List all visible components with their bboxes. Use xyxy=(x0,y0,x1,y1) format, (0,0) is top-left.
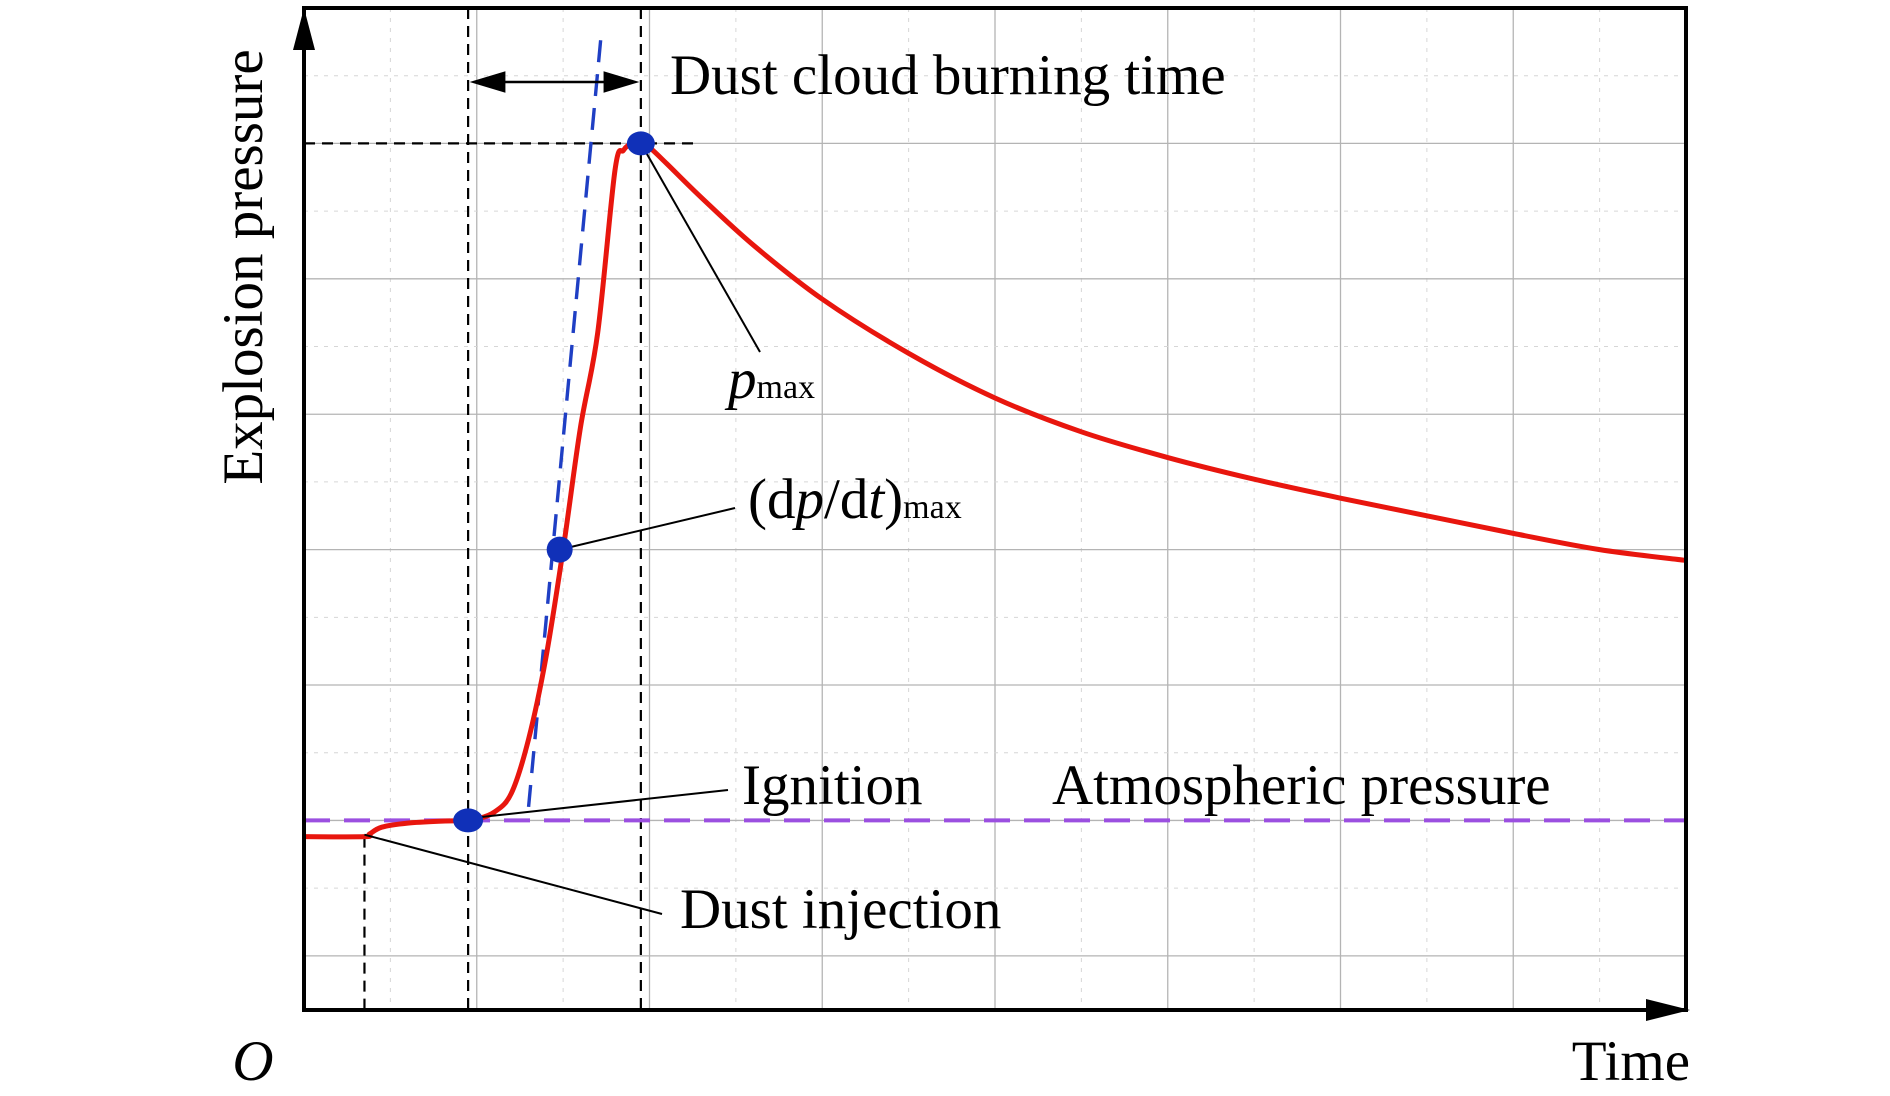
dust-injection-leader-line xyxy=(364,833,663,915)
axes xyxy=(293,6,1690,1021)
pmax-label-main: p xyxy=(724,348,757,411)
dpdt-t: t xyxy=(868,468,885,531)
dpdt-p: p xyxy=(791,468,824,531)
origin-label: O xyxy=(232,1030,273,1093)
dpdt-max-marker xyxy=(546,536,573,563)
x-axis-arrow xyxy=(1646,999,1690,1021)
burning-time-arrow xyxy=(469,71,640,93)
dpdt-slash: /d xyxy=(824,468,868,531)
atmospheric-pressure-label: Atmospheric pressure xyxy=(1052,754,1551,817)
y-axis-arrow xyxy=(293,8,315,50)
guide-lines xyxy=(304,8,696,1010)
ignition-label: Ignition xyxy=(742,754,923,817)
ignition-marker xyxy=(453,808,484,833)
ignition-leader-line xyxy=(468,789,729,820)
dpdt-leader-line xyxy=(559,507,736,551)
max-rate-tangent-line xyxy=(526,34,603,808)
y-axis-label: Explosion pressure xyxy=(212,49,275,484)
pmax-label: pmax xyxy=(724,348,815,411)
pmax-label-sub: max xyxy=(757,369,816,406)
grid xyxy=(303,7,1687,1010)
dust-injection-label: Dust injection xyxy=(680,878,1001,941)
dpdt-close: ) xyxy=(884,468,903,531)
dpdt-max-label: (dp/dt)max xyxy=(748,468,962,531)
pmax-leader-line xyxy=(639,142,761,353)
dpdt-open: (d xyxy=(748,468,795,531)
x-axis-label: Time xyxy=(1572,1030,1690,1093)
plot-frame xyxy=(302,6,1688,1012)
dpdt-sub: max xyxy=(903,489,962,526)
pmax-marker xyxy=(626,131,655,156)
burning-time-label: Dust cloud burning time xyxy=(670,44,1226,107)
